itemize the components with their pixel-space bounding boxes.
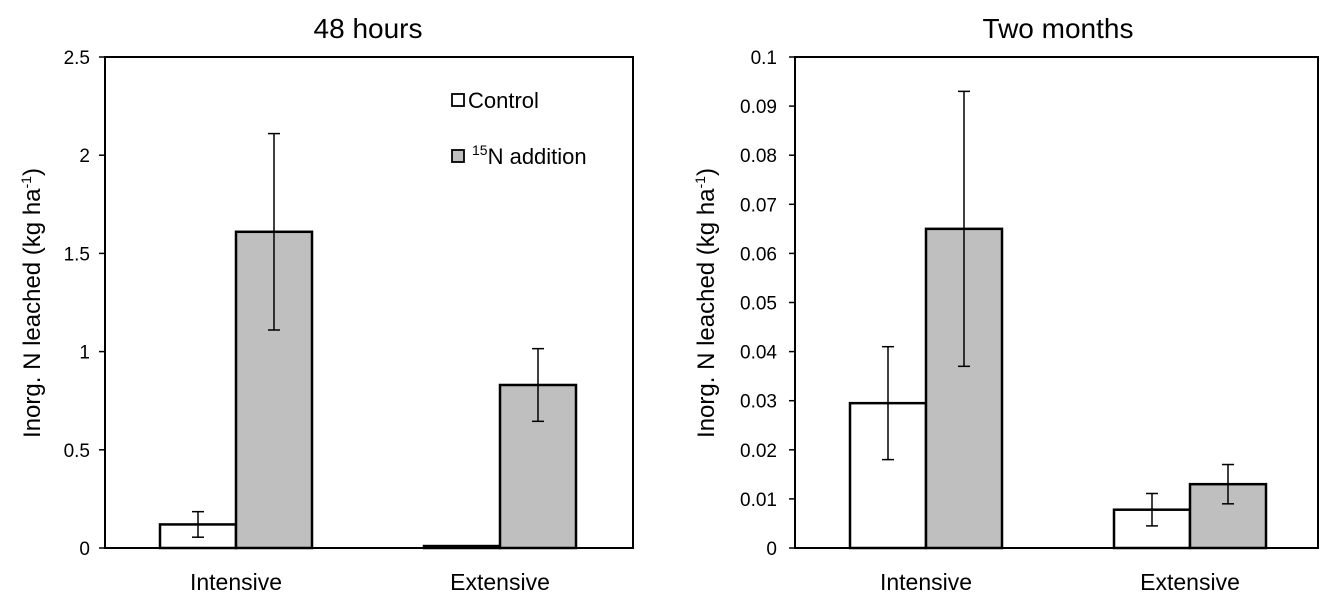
y-tick-label: 0.1 <box>751 48 777 69</box>
chart-two-months: Two months Inorg. N leached (kg ha-1) 00… <box>692 13 1319 592</box>
bar-control-extensive <box>422 544 502 550</box>
category-label-intensive: Intensive <box>190 569 282 592</box>
y-tick-label: 0.5 <box>64 441 90 462</box>
plot-area <box>104 56 634 549</box>
chart-title: 48 hours <box>314 13 423 44</box>
legend-label-15n-addition: 15N addition <box>472 142 587 169</box>
category-label-intensive: Intensive <box>880 569 972 592</box>
y-tick-label: 0.09 <box>740 97 777 118</box>
y-tick-label: 0.02 <box>740 441 777 462</box>
y-tick-label: 0.04 <box>740 343 777 364</box>
y-tick-label: 0 <box>766 539 777 560</box>
y-tick-label: 0.08 <box>740 146 777 167</box>
error-bars <box>192 132 544 538</box>
legend-label-control: Control <box>468 88 539 113</box>
category-label-extensive: Extensive <box>1140 569 1240 592</box>
bars <box>848 227 1268 550</box>
legend-swatch-control <box>451 93 465 107</box>
y-tick-label: 0.07 <box>740 195 777 216</box>
y-tick-label: 1.5 <box>64 244 90 265</box>
error-bars <box>882 90 1234 527</box>
y-tick-label: 0 <box>79 539 90 560</box>
y-tick-label: 2 <box>79 146 90 167</box>
chart-48-hours: 48 hours Inorg. N leached (kg ha-1) 0 0.5… <box>18 13 634 592</box>
y-axis-label: Inorg. N leached (kg ha-1) <box>18 168 46 438</box>
y-tick-label: 0.05 <box>740 294 777 315</box>
legend: Control 15N addition <box>451 88 587 169</box>
bar-control-intensive <box>848 401 928 550</box>
bars <box>158 230 578 550</box>
y-ticks: 0 0.01 0.02 0.03 0.04 0.05 0.06 0.07 0.08 0.09 0.1 <box>740 48 795 560</box>
y-axis-label: Inorg. N leached (kg ha-1) <box>692 168 720 438</box>
y-tick-label: 0.03 <box>740 392 777 413</box>
legend-swatch-15n-addition <box>451 149 465 163</box>
y-tick-label: 0.01 <box>740 490 777 511</box>
y-ticks: 0 0.5 1 1.5 2 2.5 <box>64 48 105 560</box>
y-tick-label: 2.5 <box>64 48 90 69</box>
category-label-extensive: Extensive <box>450 569 550 592</box>
chart-title: Two months <box>983 13 1134 44</box>
y-tick-label: 1 <box>79 343 90 364</box>
bar-15n-addition-intensive <box>924 227 1004 550</box>
y-tick-label: 0.06 <box>740 244 777 265</box>
